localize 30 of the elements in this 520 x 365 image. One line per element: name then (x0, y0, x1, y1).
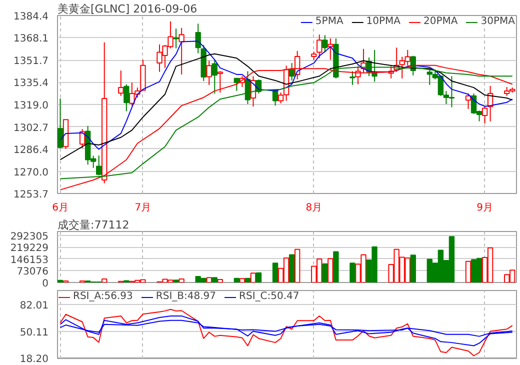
legend-label: RSI_B:48.97 (156, 291, 216, 302)
y-tick-label: 292305 (10, 231, 49, 242)
legend-label: 30PMA (480, 16, 515, 27)
y-tick-label: 82.01 (20, 300, 49, 312)
legend-label: 5PMA (315, 16, 344, 27)
legend-label: 20PMA (424, 16, 458, 27)
chart-title: 成交量:77112 (58, 218, 130, 232)
y-tick-label: 1286.4 (14, 144, 49, 156)
chart-title: 美黄金[GLNC] 2016-09-06 (58, 2, 198, 16)
x-tick-label: 8月 (306, 202, 322, 214)
y-tick-label: 1368.1 (14, 34, 49, 45)
series-label: RSI_A:56.93 (73, 291, 133, 302)
y-tick-label: 1351.7 (14, 56, 49, 68)
y-tick-label: 0 (42, 278, 49, 290)
y-tick-label: 1253.7 (14, 190, 49, 200)
x-tick-label: 9月 (476, 202, 493, 214)
legend-label: 10PMA (366, 16, 401, 27)
x-tick-label: 7月 (134, 202, 152, 214)
legend-label: RSI_C:50.47 (239, 291, 300, 302)
x-tick-label: 6月 (52, 202, 68, 214)
y-tick-label: 1384.4 (14, 12, 49, 22)
y-tick-label: 1302.7 (14, 122, 49, 134)
y-tick-label: 73076 (16, 266, 48, 278)
y-tick-label: 219229 (10, 243, 49, 254)
y-tick-label: 146153 (10, 254, 49, 266)
y-tick-label: 18.20 (20, 354, 49, 365)
y-tick-label: 1335.4 (14, 78, 49, 90)
y-tick-label: 1319.0 (14, 100, 49, 112)
y-tick-label: 50.11 (20, 327, 49, 338)
y-tick-label: 1270.0 (14, 167, 49, 178)
